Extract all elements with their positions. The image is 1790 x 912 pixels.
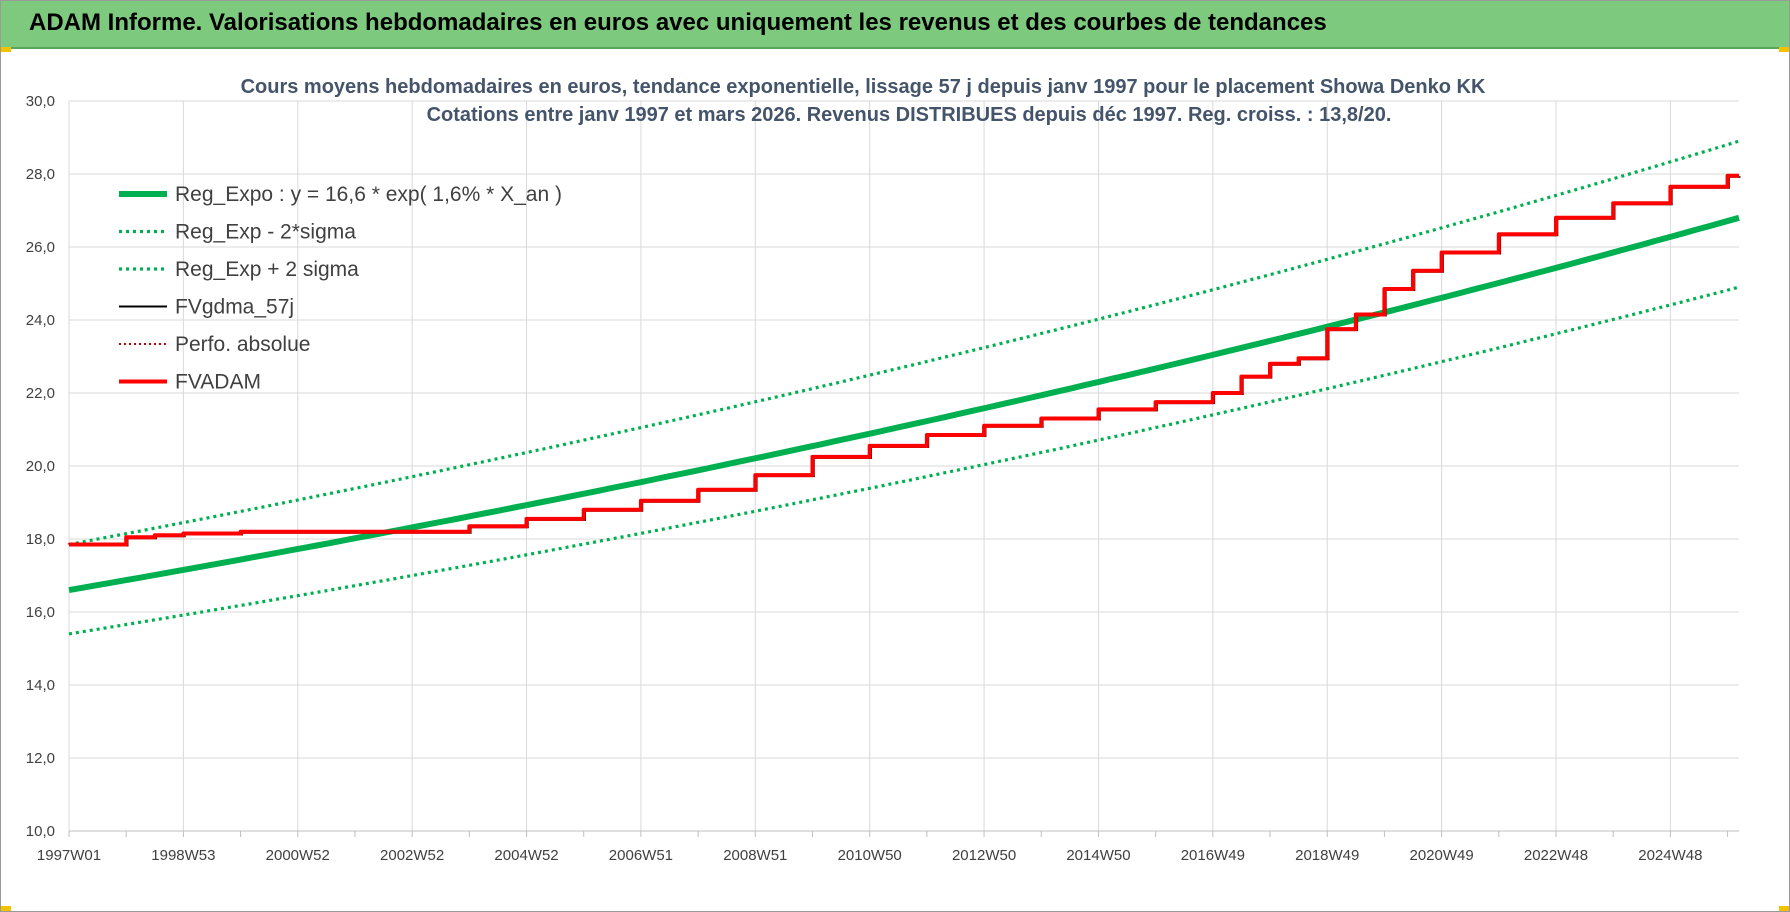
x-tick-label: 2010W50 (838, 847, 902, 864)
y-tick-label: 16,0 (26, 604, 55, 621)
report-title: ADAM Informe. Valorisations hebdomadaire… (29, 9, 1327, 36)
x-tick-label: 2018W49 (1295, 847, 1359, 864)
x-tick-label: 2012W50 (952, 847, 1016, 864)
x-tick-label: 2000W52 (266, 847, 330, 864)
y-axis: 10,0 12,0 14,0 16,0 18,0 20,0 22,0 24,0 26,0 28,0… (26, 93, 55, 840)
chart-title-line1: Cours moyens hebdomadaires en euros, ten… (241, 76, 1486, 98)
corner-marker (1, 906, 11, 911)
x-tick-label: 2004W52 (494, 847, 558, 864)
y-tick-label: 22,0 (26, 385, 55, 402)
report-banner: ADAM Informe. Valorisations hebdomadaire… (1, 1, 1789, 49)
x-tick-label: 2020W49 (1409, 847, 1473, 864)
line-chart: 10,0 12,0 14,0 16,0 18,0 20,0 22,0 24,0 26,0 28,0… (26, 76, 1741, 864)
y-tick-label: 12,0 (26, 750, 55, 767)
y-tick-label: 20,0 (26, 458, 55, 475)
legend-label-fvadam: FVADAM (175, 371, 261, 394)
legend-label-fvgdma-57j: FVgdma_57j (175, 296, 294, 319)
series-line-reg-exp-2-sigma (68, 285, 1740, 636)
series-line-reg-exp-2-sigma (68, 139, 1740, 547)
y-tick-label: 14,0 (26, 677, 55, 694)
y-tick-label: 18,0 (26, 531, 55, 548)
x-tick-label: 2014W50 (1066, 847, 1130, 864)
legend-label-perfo-absolue: Perfo. absolue (175, 333, 310, 356)
y-tick-label: 26,0 (26, 239, 55, 256)
legend-label-reg-exp-2-sigma: Reg_Exp + 2 sigma (175, 258, 359, 281)
x-tick-label: 2002W52 (380, 847, 444, 864)
x-tick-label: 2024W48 (1638, 847, 1702, 864)
corner-marker (1779, 906, 1789, 911)
x-tick-label: 2008W51 (723, 847, 787, 864)
series-line-fvadam (69, 173, 1739, 547)
grid-lines (68, 100, 1739, 832)
corner-marker (1, 47, 11, 52)
y-tick-label: 10,0 (26, 823, 55, 840)
legend-label-reg-exp-2-sigma: Reg_Exp - 2*sigma (175, 221, 356, 244)
series-line-reg-expo-y-16-6-exp-1-6-x-an (68, 214, 1740, 594)
chart-title-line2: Cotations entre janv 1997 et mars 2026. … (427, 104, 1392, 126)
x-axis: 1997W01 1998W53 2000W52 2002W52 2004W52 2006W… (37, 830, 1739, 864)
chart-legend: Reg_Expo : y = 16,6 * exp( 1,6% * X_an )… (119, 183, 562, 394)
y-tick-label: 30,0 (26, 93, 55, 110)
x-tick-label: 2016W49 (1181, 847, 1245, 864)
legend-label-reg-expo-y-16-6-exp-1-6-x-an: Reg_Expo : y = 16,6 * exp( 1,6% * X_an ) (175, 183, 562, 206)
corner-marker (1779, 47, 1789, 52)
y-tick-label: 28,0 (26, 166, 55, 183)
x-tick-label: 2022W48 (1524, 847, 1588, 864)
y-tick-label: 24,0 (26, 312, 55, 329)
x-tick-label: 1997W01 (37, 847, 101, 864)
x-tick-label: 1998W53 (151, 847, 215, 864)
series-layer (67, 139, 1741, 636)
x-tick-label: 2006W51 (609, 847, 673, 864)
